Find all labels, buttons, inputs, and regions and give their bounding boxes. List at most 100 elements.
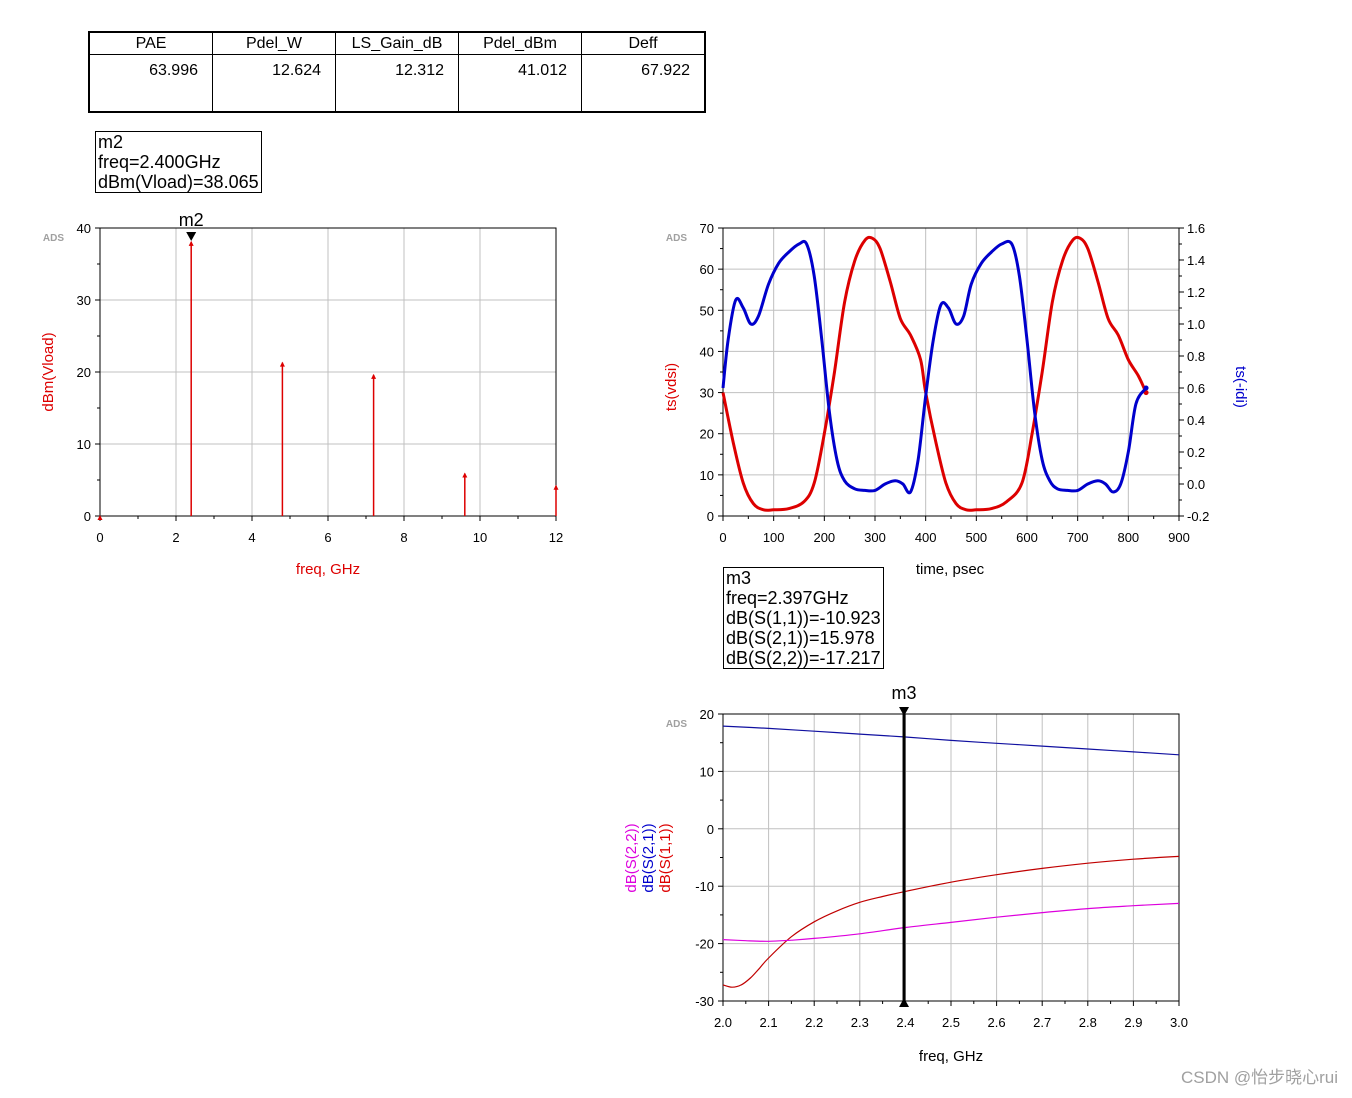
y-tick-label: 60 bbox=[700, 262, 714, 277]
y-axis-label: dB(S(2,2)) bbox=[623, 823, 640, 892]
marker-m2-line: m2 bbox=[98, 132, 124, 152]
marker-m3-top-triangle bbox=[899, 707, 910, 716]
x-tick-label: 2.2 bbox=[805, 1015, 823, 1030]
series-end-point bbox=[1143, 385, 1149, 391]
x-tick-label: 2.7 bbox=[1033, 1015, 1051, 1030]
y-tick-label: 20 bbox=[77, 365, 91, 380]
x-tick-label: 8 bbox=[400, 530, 407, 545]
y-tick-label: 10 bbox=[700, 764, 714, 779]
plot-frame bbox=[722, 713, 1180, 1002]
x-tick-label: 10 bbox=[473, 530, 487, 545]
x-tick-label: 2.0 bbox=[714, 1015, 732, 1030]
y-right-tick-label: 1.2 bbox=[1187, 285, 1205, 300]
results-table: PAE Pdel_W LS_Gain_dB Pdel_dBm Deff 63.9… bbox=[88, 31, 706, 113]
stem-point bbox=[188, 240, 194, 246]
ads-badge: ADS bbox=[43, 233, 64, 244]
x-tick-label: 2.3 bbox=[851, 1015, 869, 1030]
y-right-tick-label: 0.0 bbox=[1187, 477, 1205, 492]
y-right-tick-label: 1.4 bbox=[1187, 253, 1205, 268]
x-tick-label: 800 bbox=[1117, 530, 1139, 545]
header-pae: PAE bbox=[88, 32, 213, 55]
marker-m3-readout[interactable]: m3 freq=2.397GHz dB(S(1,1))=-10.923 dB(S… bbox=[723, 567, 884, 669]
y-tick-label: 30 bbox=[77, 293, 91, 308]
y-right-tick-label: -0.2 bbox=[1187, 509, 1209, 524]
y-tick-label: -20 bbox=[695, 937, 714, 952]
marker-m2-triangle bbox=[186, 232, 197, 241]
x-tick-label: 700 bbox=[1067, 530, 1089, 545]
x-tick-label: 2.6 bbox=[988, 1015, 1006, 1030]
plot-frame bbox=[99, 227, 557, 517]
results-header-row: PAE Pdel_W LS_Gain_dB Pdel_dBm Deff bbox=[88, 32, 706, 55]
value-pdel-w: 12.624 bbox=[212, 54, 336, 112]
value-pdel-dbm: 41.012 bbox=[458, 54, 582, 112]
y-right-tick-label: 0.6 bbox=[1187, 381, 1205, 396]
y-tick-label: 20 bbox=[700, 707, 714, 722]
y-tick-label: -10 bbox=[695, 879, 714, 894]
x-tick-label: 300 bbox=[864, 530, 886, 545]
y-tick-label: 10 bbox=[77, 437, 91, 452]
plot-frame bbox=[722, 227, 1180, 517]
y-tick-label: 50 bbox=[700, 303, 714, 318]
x-tick-label: 0 bbox=[96, 530, 103, 545]
y-axis-label: dB(S(2,1)) bbox=[640, 823, 657, 892]
x-tick-label: 900 bbox=[1168, 530, 1190, 545]
x-axis-label: time, psec bbox=[916, 561, 985, 578]
x-tick-label: 2.4 bbox=[896, 1015, 914, 1030]
x-tick-label: 500 bbox=[965, 530, 987, 545]
y-tick-label: 40 bbox=[77, 221, 91, 236]
marker-m3-label: m3 bbox=[892, 683, 917, 703]
x-tick-label: 2.1 bbox=[760, 1015, 778, 1030]
x-tick-label: 2 bbox=[172, 530, 179, 545]
results-value-row: 63.996 12.624 12.312 41.012 67.922 bbox=[88, 54, 706, 112]
x-tick-label: 6 bbox=[324, 530, 331, 545]
y-tick-label: 0 bbox=[84, 509, 91, 524]
marker-m3-line: dB(S(2,1))=15.978 bbox=[726, 628, 875, 648]
stem-point bbox=[97, 515, 103, 520]
y-axis-label: dBm(Vload) bbox=[40, 332, 57, 411]
y-tick-label: 10 bbox=[700, 468, 714, 483]
y-tick-label: 70 bbox=[700, 221, 714, 236]
x-tick-label: 200 bbox=[813, 530, 835, 545]
x-tick-label: 2.9 bbox=[1124, 1015, 1142, 1030]
x-tick-label: 0 bbox=[719, 530, 726, 545]
y-tick-label: -30 bbox=[695, 994, 714, 1009]
marker-m3-line: dB(S(2,2))=-17.217 bbox=[726, 648, 881, 668]
x-axis-label: freq, GHz bbox=[919, 1048, 983, 1065]
header-deff: Deff bbox=[581, 32, 706, 55]
header-pdel-w: Pdel_W bbox=[212, 32, 336, 55]
x-tick-label: 4 bbox=[248, 530, 255, 545]
y-axis-label-right: ts(-idi) bbox=[1232, 366, 1249, 408]
y-tick-label: 0 bbox=[707, 822, 714, 837]
series-line bbox=[722, 725, 1180, 756]
x-tick-label: 600 bbox=[1016, 530, 1038, 545]
value-deff: 67.922 bbox=[581, 54, 706, 112]
series-line-idi bbox=[721, 239, 1148, 495]
y-right-tick-label: 1.6 bbox=[1187, 221, 1205, 236]
marker-m3-line: m3 bbox=[726, 568, 752, 588]
value-pae: 63.996 bbox=[88, 54, 213, 112]
x-tick-label: 100 bbox=[763, 530, 785, 545]
marker-m2-readout[interactable]: m2 freq=2.400GHz dBm(Vload)=38.065 bbox=[95, 131, 262, 193]
marker-m2-line: freq=2.400GHz bbox=[98, 152, 221, 172]
y-right-tick-label: 0.8 bbox=[1187, 349, 1205, 364]
watermark: CSDN @怡步晓心rui bbox=[1180, 1068, 1338, 1087]
value-ls-gain-db: 12.312 bbox=[335, 54, 459, 112]
x-tick-label: 400 bbox=[915, 530, 937, 545]
stem-point bbox=[462, 472, 468, 478]
stem-point bbox=[553, 484, 559, 490]
stem-point bbox=[371, 373, 377, 379]
ads-badge: ADS bbox=[666, 233, 687, 244]
series-line-vdsi bbox=[721, 235, 1148, 512]
marker-m2-line: dBm(Vload)=38.065 bbox=[98, 172, 259, 192]
x-tick-label: 12 bbox=[549, 530, 563, 545]
y-right-tick-label: 0.4 bbox=[1187, 413, 1205, 428]
marker-m3-line: dB(S(1,1))=-10.923 bbox=[726, 608, 881, 628]
marker-m3-line: freq=2.397GHz bbox=[726, 588, 849, 608]
header-ls-gain-db: LS_Gain_dB bbox=[335, 32, 459, 55]
x-tick-label: 3.0 bbox=[1170, 1015, 1188, 1030]
ads-badge: ADS bbox=[666, 719, 687, 730]
series-line bbox=[722, 855, 1180, 988]
marker-m3-bottom-triangle bbox=[899, 998, 910, 1007]
y-right-tick-label: 1.0 bbox=[1187, 317, 1205, 332]
